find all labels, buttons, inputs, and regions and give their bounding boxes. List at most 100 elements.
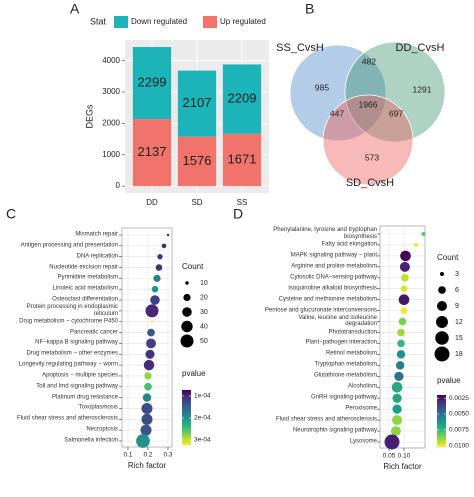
size-key-label: 9 [455,303,459,310]
region-count: 1291 [413,84,432,94]
size-key-label: 30 [200,309,208,316]
point [145,304,159,318]
point [396,350,406,359]
y-tick-label: 0 [116,181,121,190]
size-key [185,281,189,285]
y-axis-title: DEGs [84,104,94,129]
color-legend-title: pvalue [437,376,461,385]
point [394,371,404,381]
point [400,285,408,293]
y-tick-label: 2000 [102,119,120,128]
y-tick-label: Salmonella infection [64,437,118,444]
size-key-label: 3 [455,271,459,278]
x-tick-label: 0.2 [143,452,152,459]
point [140,424,152,436]
y-tick-label: Pancreatic cancer [69,329,118,336]
y-tick-label: Nucleotide excision repair [49,264,118,271]
colorbar-label: 1e-04 [194,393,211,400]
point [391,381,403,393]
region-count: 985 [315,82,329,92]
y-tick-label: Antigen processing and presentation [20,242,118,249]
y-tick-label: Linoleic acid metabolism [52,285,118,292]
data-label: 2299 [138,75,167,90]
y-tick-label: Protein processing in endoplasmic reticu… [26,304,118,317]
point [161,243,167,249]
size-key [434,346,450,362]
y-tick-label: Valine, leucine and isoleucine degradati… [298,314,377,328]
size-key [438,286,446,294]
data-label: 2107 [183,95,212,110]
size-legend-title: Count [437,253,459,262]
set-label: SS_CvsH [276,42,324,54]
colorbar [437,395,446,447]
point [151,285,159,293]
y-tick-label: 4000 [102,56,120,65]
y-tick-label: Toxoplasmosis [78,405,118,412]
y-tick-label: Glutathione metabolism [313,372,377,379]
legend-key [114,16,128,28]
legend-label: Down regulated [131,17,187,26]
panel-label: B [305,1,314,17]
data-label: 2137 [138,144,167,159]
point [399,261,410,272]
point [141,402,153,415]
x-tick-label: SS [237,198,248,207]
set-label: SD_CvsH [346,177,394,189]
x-tick-label: 0.1 [123,452,132,459]
legend-title: Stat [90,16,107,26]
y-tick-label: Phototransduction [328,329,377,336]
size-key-label: 10 [200,280,208,287]
point [392,415,403,426]
bar-segment [177,70,217,137]
y-tick-label: Necroptosis [86,426,118,433]
y-tick-label: Fatty acid elongation [321,241,377,248]
point [144,382,152,391]
x-tick-label: SD [191,198,202,207]
y-tick-label: Retinol metabolism [325,350,377,357]
point [395,361,405,370]
bar-segment [222,64,262,134]
data-label: 1576 [183,153,212,168]
point [150,295,160,305]
set-label: DD_CvsH [396,42,445,54]
panel-label: C [6,206,16,222]
bar-segment [132,119,172,187]
point [397,339,405,348]
y-tick-label: Drug metabolism − other enzymes [26,350,118,357]
y-tick-label: Lysosome [349,438,377,445]
y-tick-label: Fluid shear stress and atherosclerosis [16,415,118,422]
point [392,393,402,403]
size-key [180,334,194,348]
y-tick-label: 1000 [102,150,120,159]
y-tick-label: Isoquinoline alkaloid biosynthesis [288,285,377,292]
y-tick-label: Pentose and glucuronate interconversions [264,307,377,314]
color-legend-title: pvalue [182,369,206,378]
point [384,434,400,450]
point [157,254,163,260]
point [147,328,155,337]
region-count: 447 [330,108,344,118]
point [166,233,170,237]
size-key [181,320,193,333]
colorbar-label: 0.0050 [449,411,469,418]
x-axis-title: Rich factor [383,462,422,471]
point [414,242,418,247]
panel-label: D [233,206,243,222]
x-tick-label: 0.10 [398,453,411,460]
y-tick-label: MAPK signaling pathway − plant [290,252,377,259]
y-tick-label: Phenylalanine, tyrosine and tryptophan b… [273,227,377,240]
y-tick-label: GnRH signaling pathway [310,394,377,401]
y-tick-label: Longevity regulating pathway − worm [18,361,118,368]
region-count: 573 [365,152,379,162]
size-key [437,301,447,311]
legend-key [203,16,217,28]
point [392,404,402,414]
point [401,273,409,282]
size-key-label: 12 [455,319,463,326]
y-tick-label: Alcoholism [347,383,377,390]
y-tick-label: Arginine and proline metabolism [291,263,377,270]
size-key-label: 50 [200,338,208,345]
venn-set [289,44,387,142]
bar-segment [177,136,217,187]
point [146,338,156,349]
